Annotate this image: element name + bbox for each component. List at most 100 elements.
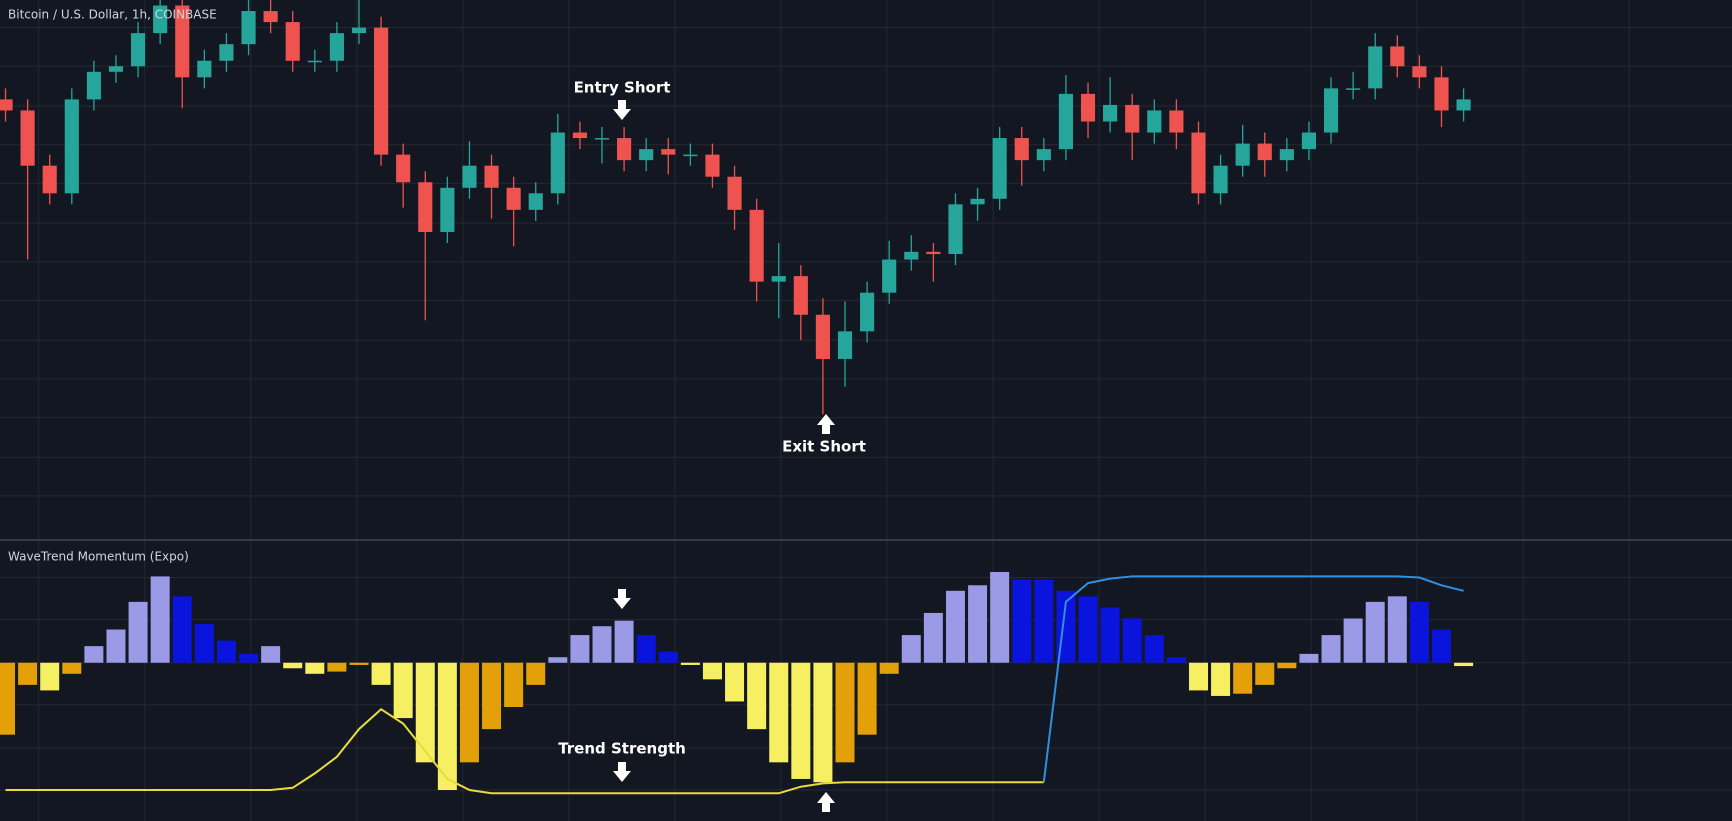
marks (0, 0, 1474, 795)
candle-body (396, 154, 411, 183)
candle-body (992, 138, 1007, 199)
histogram-bar (835, 662, 855, 763)
candle-body (1235, 143, 1250, 166)
histogram-bar (239, 653, 259, 663)
candle-body (661, 149, 676, 155)
histogram-bar (305, 662, 325, 674)
annotation: Entry Short (574, 79, 671, 97)
candle-body (594, 138, 610, 140)
histogram-bar (128, 601, 148, 663)
candle-body (904, 251, 919, 260)
price-pane-title: Bitcoin / U.S. Dollar, 1h, COINBASE (8, 8, 217, 22)
candle-body (528, 193, 543, 210)
candle-body (285, 22, 300, 61)
candle-body (1301, 132, 1317, 150)
candle-body (0, 99, 13, 111)
histogram-bar (1277, 662, 1297, 669)
candle-body (860, 292, 875, 332)
histogram-bar (1409, 601, 1429, 663)
candle-body (86, 71, 101, 100)
candle-body (42, 165, 57, 194)
candle-body (1058, 93, 1074, 150)
candle-body (1279, 149, 1294, 161)
histogram-bar (614, 620, 634, 663)
histogram-bar (261, 646, 281, 663)
candle-body (705, 154, 720, 177)
histogram-bar (548, 657, 568, 663)
histogram-bar (172, 596, 192, 663)
candle-body (1169, 110, 1184, 133)
candle-body (882, 259, 897, 293)
candle-body (617, 138, 632, 161)
annotation: Trend Strength (558, 740, 686, 758)
candle-body (153, 5, 168, 34)
histogram-bar (106, 629, 126, 663)
histogram-bar (857, 662, 877, 735)
histogram-bar (1012, 579, 1032, 663)
histogram-bar (636, 635, 656, 663)
histogram-bar (747, 662, 767, 730)
histogram-bar (1387, 596, 1407, 663)
histogram-bar (1144, 635, 1164, 663)
candle-body (948, 204, 963, 255)
candle-body (131, 33, 146, 67)
arrow-down (613, 762, 631, 782)
histogram-bar (1299, 653, 1319, 663)
candle-body (197, 60, 212, 78)
candle-body (440, 187, 455, 232)
histogram-bar (990, 571, 1010, 663)
histogram-bar (725, 662, 745, 702)
histogram-bar (1188, 662, 1208, 691)
histogram-bar (283, 662, 303, 669)
histogram-bar (504, 662, 524, 708)
histogram-bar (901, 635, 921, 663)
candle-body (506, 187, 521, 210)
histogram-bar (459, 662, 479, 763)
candle-body (1390, 46, 1405, 67)
arrow-up (817, 414, 835, 434)
candle-body (815, 314, 830, 359)
candle-body (837, 331, 853, 359)
histogram-bar (150, 576, 170, 663)
histogram-bar (968, 585, 988, 663)
indicator-pane-title: WaveTrend Momentum (Expo) (8, 550, 189, 564)
candle-body (351, 27, 367, 34)
histogram-bar (1211, 662, 1231, 696)
candle-body (683, 154, 698, 157)
histogram-bar (1078, 596, 1098, 663)
candle-body (1368, 46, 1383, 89)
histogram-bar (349, 662, 369, 665)
candle-body (64, 99, 79, 194)
histogram-bar (1365, 601, 1385, 663)
candle-body (219, 44, 234, 61)
arrow-up (817, 792, 835, 812)
candle-body (329, 33, 344, 61)
arrow-down (613, 100, 631, 120)
histogram-bar (769, 662, 789, 763)
histogram-bar (526, 662, 546, 685)
histogram-bar (570, 635, 590, 663)
candle-body (1213, 165, 1228, 194)
candle-body (418, 182, 433, 232)
candle-body (1346, 88, 1361, 90)
histogram-bar (813, 662, 833, 783)
histogram-bar (879, 662, 899, 674)
histogram-bar (1122, 618, 1142, 663)
candle-body (639, 149, 654, 161)
candle-body (1014, 138, 1029, 161)
arrow-down (613, 589, 631, 609)
candle-body (1080, 93, 1096, 122)
candle-body (727, 176, 742, 210)
histogram-bar (1454, 662, 1474, 667)
histogram-bar (0, 662, 16, 735)
histogram-bar (437, 662, 457, 791)
candle-body (263, 11, 278, 23)
candle-body (307, 60, 322, 63)
candle-body (1036, 149, 1051, 161)
candle-body (1257, 143, 1272, 161)
candle-body (771, 276, 786, 282)
candle-body (749, 209, 764, 282)
histogram-bar (1321, 635, 1341, 663)
candle-body (1434, 77, 1449, 111)
